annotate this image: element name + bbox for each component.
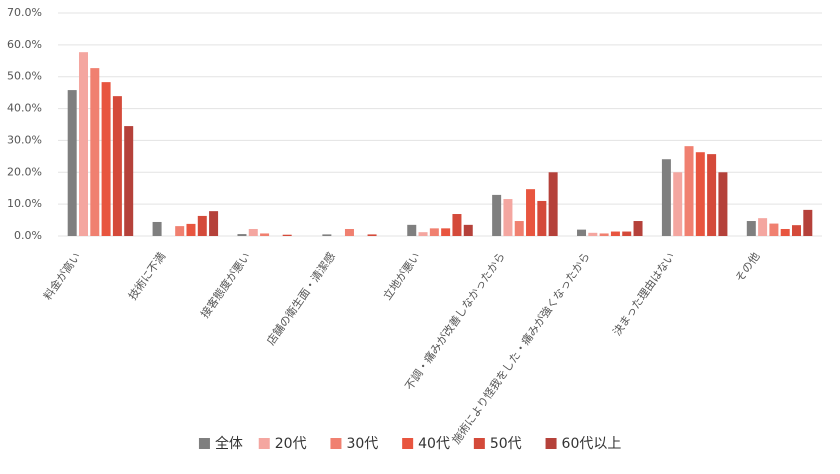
legend-swatch [402, 438, 414, 449]
y-tick-label: 60.0% [7, 38, 42, 51]
legend-swatch [258, 438, 270, 449]
bar [548, 172, 558, 236]
bar [78, 52, 88, 237]
legend-label: 60代以上 [562, 436, 622, 452]
bar [418, 232, 428, 236]
bar [695, 152, 705, 236]
y-tick-label: 10.0% [7, 197, 42, 210]
x-tick-label: 施術により怪我をした・痛みが強くなったから [449, 249, 593, 446]
bar [661, 159, 671, 236]
bar [452, 214, 462, 236]
bar [322, 234, 332, 236]
x-tick-label: 店舗の衛生面・清潔感 [263, 249, 338, 347]
legend-label: 40代 [418, 436, 450, 452]
bar [209, 211, 219, 236]
bar [588, 232, 598, 236]
bar [367, 234, 377, 236]
bar [492, 194, 502, 236]
x-tick-label: 立地が悪い [380, 249, 423, 302]
bar [186, 223, 196, 236]
legend-label: 全体 [215, 435, 243, 452]
legend-label: 20代 [275, 436, 307, 452]
bar [344, 228, 354, 236]
y-tick-label: 0.0% [14, 229, 42, 242]
bar [792, 225, 802, 236]
bar [503, 199, 513, 236]
bar [707, 154, 717, 236]
bar [463, 224, 473, 236]
bar [124, 126, 134, 236]
x-tick-label: 接客態度が悪い [198, 249, 254, 320]
bar [282, 234, 292, 236]
bar [803, 209, 813, 236]
legend-swatch [545, 438, 557, 449]
bar [610, 231, 620, 236]
y-tick-label: 20.0% [7, 165, 42, 178]
bar [248, 228, 258, 236]
bar [780, 228, 790, 236]
bar [197, 215, 207, 236]
bar [90, 68, 100, 236]
bar [599, 233, 609, 236]
bar [237, 234, 247, 236]
bar [718, 172, 728, 236]
bar [526, 189, 536, 236]
bar [67, 90, 77, 236]
bar [622, 231, 632, 236]
bar [175, 226, 185, 236]
bar [260, 233, 270, 236]
bar [407, 224, 417, 236]
x-tick-label: その他 [733, 250, 763, 284]
bar [746, 221, 756, 236]
bar [112, 96, 122, 236]
legend-swatch [330, 438, 342, 449]
bar [514, 221, 524, 236]
y-tick-label: 50.0% [7, 70, 42, 83]
bar [152, 221, 162, 236]
bar [769, 223, 779, 236]
legend-label: 30代 [346, 436, 378, 452]
bar [101, 82, 111, 236]
x-tick-label: 料金が高い [40, 249, 83, 302]
bar [441, 228, 451, 236]
legend-label: 50代 [490, 436, 522, 452]
y-tick-label: 70.0% [7, 6, 42, 19]
legend-swatch [473, 438, 485, 449]
y-tick-label: 30.0% [7, 133, 42, 146]
bar [537, 200, 547, 236]
x-tick-label: 決まった理由はない [610, 249, 678, 338]
bar [633, 221, 643, 236]
bar [577, 229, 587, 236]
bar [673, 172, 683, 236]
legend-swatch [198, 438, 210, 449]
bar [429, 228, 439, 236]
x-tick-label: 不調・痛みが改善しなかったから [402, 249, 508, 392]
bar [758, 218, 768, 236]
y-tick-label: 40.0% [7, 102, 42, 115]
bar [684, 146, 694, 236]
x-tick-label: 技術に不満 [126, 250, 168, 303]
